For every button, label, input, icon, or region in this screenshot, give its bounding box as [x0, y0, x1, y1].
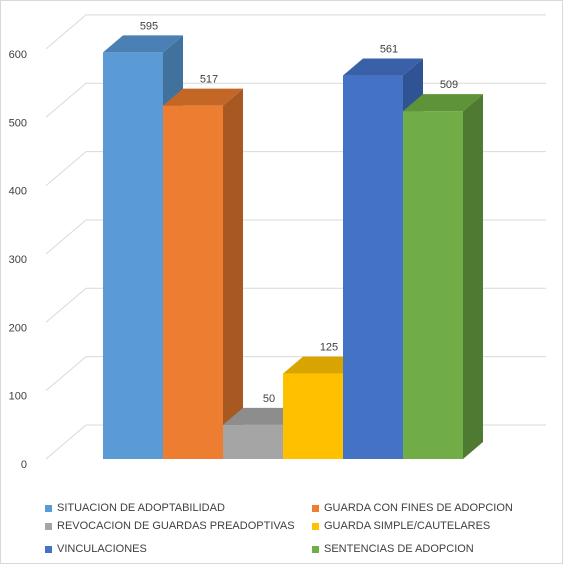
legend-label: SITUACION DE ADOPTABILIDAD [57, 502, 225, 514]
bar-front [223, 424, 283, 459]
y-tick-label: 100 [9, 391, 27, 403]
bar-front [103, 52, 163, 459]
legend-item: SENTENCIAS DE ADOPCION [312, 543, 474, 555]
legend-swatch [312, 545, 319, 553]
legend-swatch [45, 545, 52, 553]
legend-swatch [312, 522, 319, 530]
data-label: 509 [440, 79, 458, 91]
legend-item: REVOCACION DE GUARDAS PREADOPTIVAS [45, 520, 295, 532]
legend-item: VINCULACIONES [45, 543, 147, 555]
y-tick-label: 500 [9, 117, 27, 129]
bar-top [103, 35, 183, 53]
gridline [45, 14, 546, 50]
bar-front [283, 373, 343, 459]
legend-item: SITUACION DE ADOPTABILIDAD [45, 502, 225, 514]
bar-top [403, 94, 483, 112]
y-tick-label: 600 [9, 49, 27, 61]
legend-swatch [45, 504, 52, 512]
bar-top [343, 58, 423, 76]
data-label: 517 [200, 74, 218, 86]
bar-top [163, 88, 243, 106]
y-tick-label: 0 [21, 459, 27, 471]
bar-side [463, 94, 483, 459]
bar [403, 94, 483, 459]
legend-label: GUARDA SIMPLE/CAUTELARES [324, 520, 491, 532]
legend-item: GUARDA SIMPLE/CAUTELARES [312, 520, 490, 532]
bar-chart-3d: 0 100 200 300 400 500 600 595 517 50 125 561 509 [9, 14, 546, 471]
legend-item: GUARDA CON FINES DE ADOPCION [312, 502, 513, 514]
bar-front [163, 105, 223, 460]
bar-side [223, 88, 243, 460]
y-tick-label: 300 [9, 254, 27, 266]
y-tick-label: 200 [9, 322, 27, 334]
legend-label: GUARDA CON FINES DE ADOPCION [324, 502, 513, 514]
legend-swatch [312, 504, 319, 512]
data-label: 561 [380, 44, 398, 56]
data-label: 125 [320, 342, 338, 354]
data-label: 595 [140, 20, 158, 32]
y-tick-label: 400 [9, 186, 27, 198]
bar-front [403, 111, 463, 459]
legend-label: REVOCACION DE GUARDAS PREADOPTIVAS [57, 520, 295, 532]
legend-swatch [45, 522, 52, 530]
legend-label: VINCULACIONES [57, 543, 147, 555]
legend-label: SENTENCIAS DE ADOPCION [324, 543, 474, 555]
data-label: 50 [263, 393, 275, 405]
bar-front [343, 75, 403, 459]
bar [163, 88, 243, 460]
